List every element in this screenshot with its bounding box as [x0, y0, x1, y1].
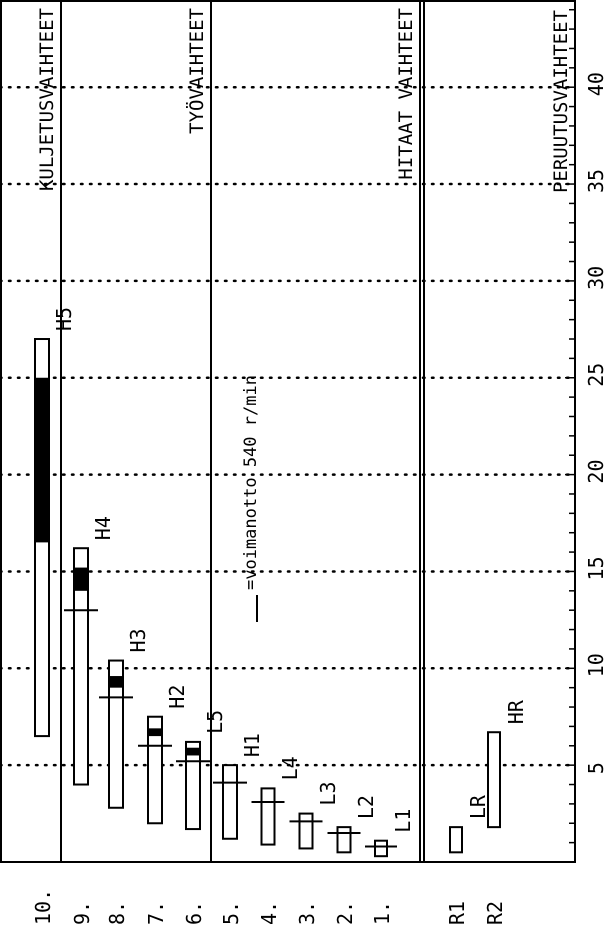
gear-bar: [222, 764, 238, 840]
tick-label: 15: [584, 556, 607, 580]
tick-label: 30: [584, 266, 607, 290]
range-label: H4: [91, 516, 115, 540]
group-label: TYÖVAIHTEET: [185, 8, 208, 134]
gear-label: R2: [483, 901, 507, 925]
gear-label: R1: [445, 901, 469, 925]
gear-label: 7.: [144, 901, 168, 925]
range-label: H3: [126, 628, 150, 652]
pto-band: [148, 728, 162, 737]
gear-bar: [298, 812, 314, 850]
plot-border: [0, 0, 576, 863]
gear-bar: [336, 826, 352, 854]
value-axis-ticks: 5 10 15 20 25 30 35 40: [565, 8, 607, 844]
gear-bar: [185, 740, 201, 831]
gear-label: 3.: [295, 901, 319, 925]
pto-band: [109, 676, 123, 688]
range-label: L1: [391, 809, 415, 833]
gear-label: 9.: [70, 901, 94, 925]
range-label: H2: [165, 685, 189, 709]
range-label: L3: [316, 781, 340, 805]
annotation-text: =voimanotto 540 r/min: [241, 375, 261, 590]
range-label: L2: [354, 795, 378, 819]
range-label: L5: [203, 710, 227, 734]
gear-bar: [260, 787, 276, 846]
group-label: KULJETUSVAIHTEET: [36, 8, 58, 191]
gear-bar: [73, 547, 89, 786]
gear-bars: [34, 338, 501, 858]
gear-bar: [147, 715, 163, 825]
tick-label: 10: [584, 653, 607, 677]
tick-label: 20: [584, 460, 607, 484]
tick-label: 5: [584, 762, 607, 774]
pto-band: [186, 747, 200, 756]
gear-label: 4.: [257, 901, 281, 925]
range-label: HR: [504, 699, 528, 724]
group-label: HITAAT VAIHTEET: [395, 8, 417, 180]
tick-label: 40: [584, 72, 607, 96]
gridlines: [0, 85, 577, 767]
gear-bar: [487, 731, 501, 829]
range-label: LR: [466, 794, 490, 819]
range-label: H5: [52, 307, 76, 331]
tick-label: 25: [584, 363, 607, 387]
group-label: PERUUTUSVAIHTEET: [550, 10, 572, 193]
range-label: H1: [240, 733, 264, 757]
gear-label: 6.: [182, 901, 206, 925]
gear-bar: [374, 839, 388, 858]
gear-label: 10.: [31, 889, 55, 925]
gear-label: 2.: [333, 901, 357, 925]
tick-label: 35: [584, 169, 607, 193]
pto-band: [74, 567, 88, 591]
gear-label: 5.: [219, 901, 243, 925]
gear-label: 1.: [370, 901, 394, 925]
gear-bar: [449, 826, 463, 854]
text-labels: H5 10. H4 9. H3 8. H2 7. L5 6. H1 5. L4 4. L3 3. L2 2. L1 1…: [31, 8, 572, 925]
gear-label: 8.: [105, 901, 129, 925]
chart-frame: [0, 0, 576, 863]
range-label: L4: [278, 756, 302, 780]
pto-band: [35, 377, 49, 543]
